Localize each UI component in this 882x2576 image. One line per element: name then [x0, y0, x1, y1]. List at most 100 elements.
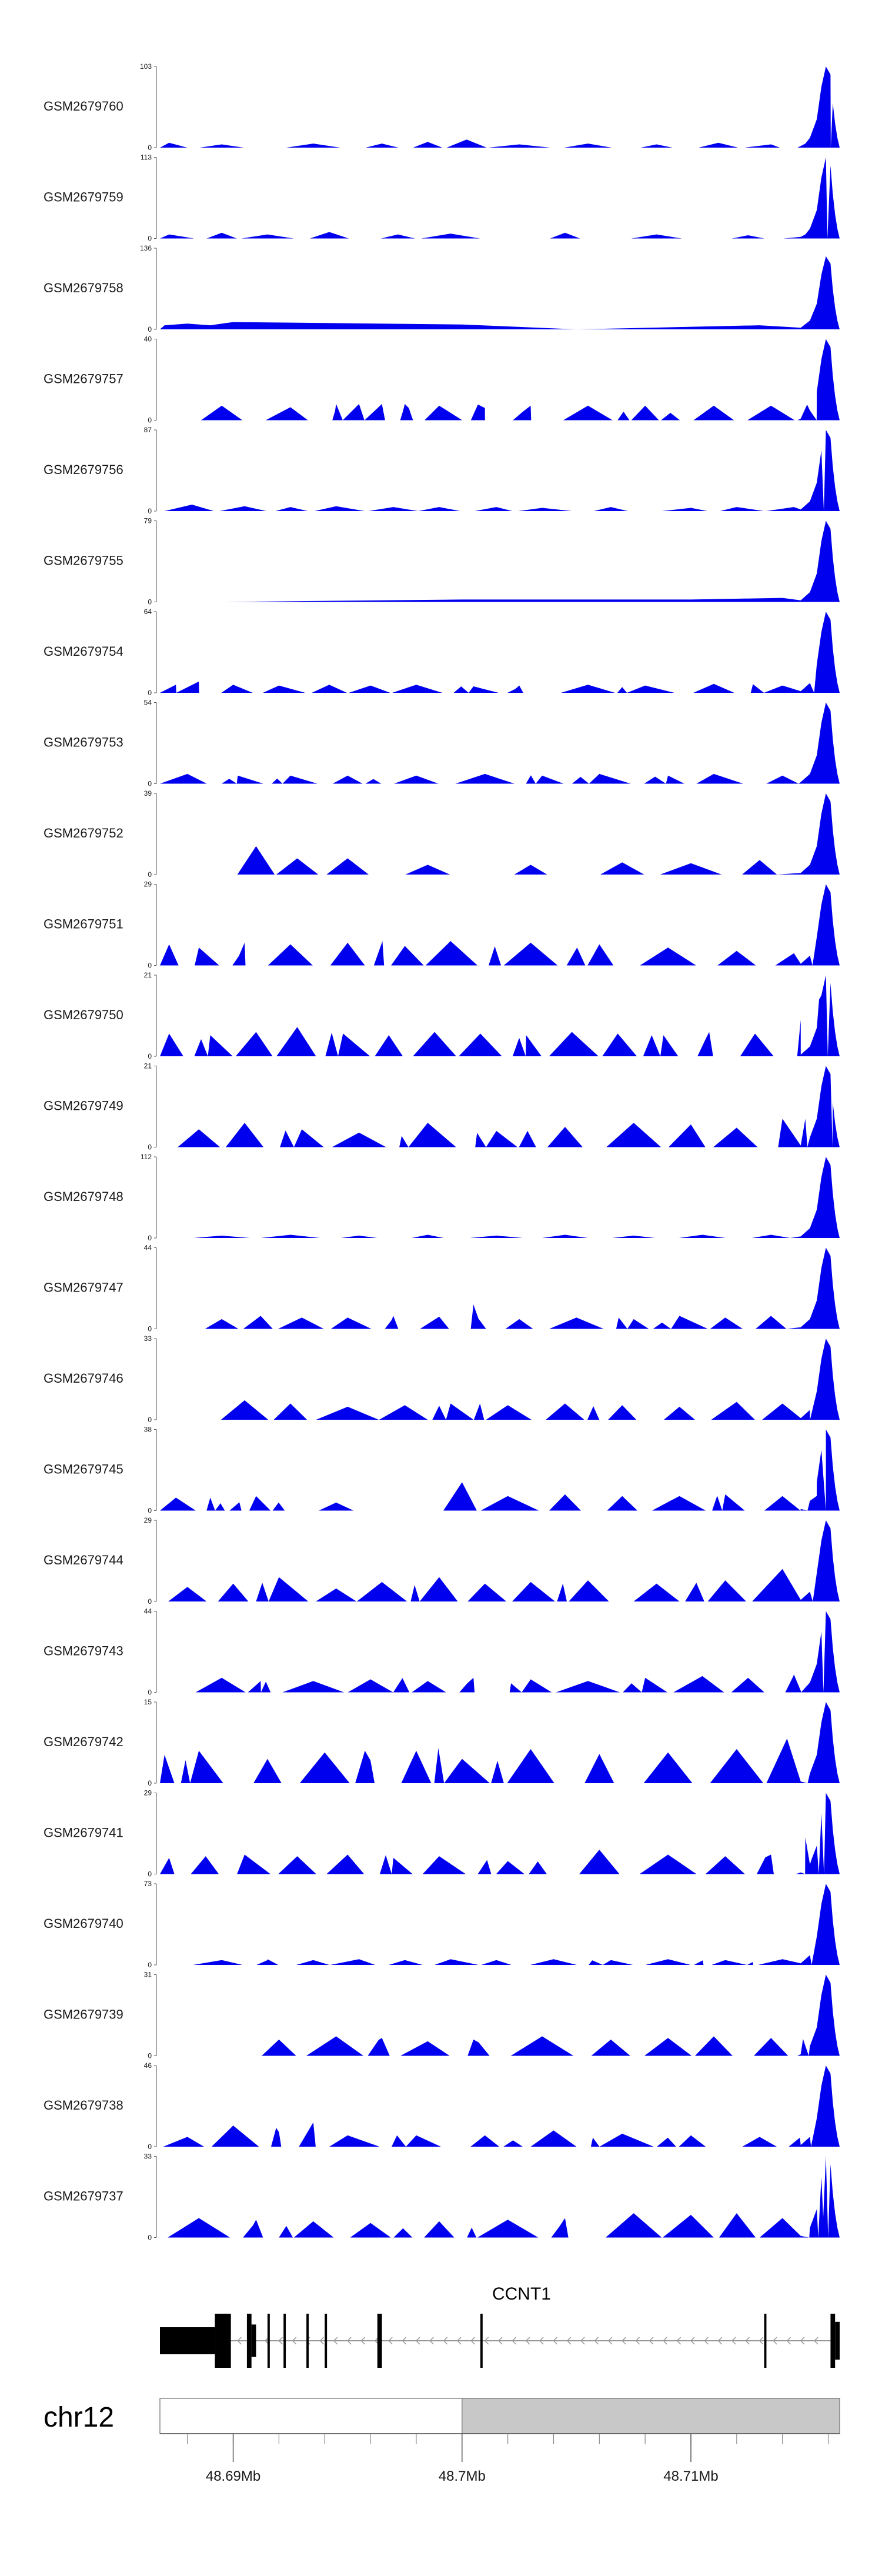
- coverage-area: [160, 339, 840, 421]
- track-GSM2679740: GSM2679740 73 0: [44, 1880, 840, 1969]
- track-GSM2679747: GSM2679747 44 0: [44, 1244, 840, 1333]
- track-GSM2679748: GSM2679748 112 0: [44, 1153, 840, 1242]
- y-min-label: 0: [148, 416, 152, 425]
- y-max-label: 44: [144, 1607, 152, 1616]
- y-min-label: 0: [148, 144, 152, 152]
- strand-arrow: [278, 2337, 283, 2345]
- strand-arrow: [306, 2337, 310, 2345]
- gene-exon: [325, 2314, 328, 2368]
- gene-exon: [835, 2321, 840, 2360]
- y-min-label: 0: [148, 1234, 152, 1242]
- strand-arrow: [525, 2337, 530, 2345]
- y-max-label: 29: [144, 1516, 152, 1524]
- track-label: GSM2679759: [44, 189, 123, 204]
- strand-arrow: [319, 2337, 324, 2345]
- strand-arrow: [745, 2337, 750, 2345]
- track-label: GSM2679756: [44, 462, 123, 477]
- track-GSM2679738: GSM2679738 46 0: [44, 2061, 840, 2151]
- y-min-label: 0: [148, 2143, 152, 2151]
- track-label: GSM2679738: [44, 2098, 123, 2113]
- y-min-label: 0: [148, 1689, 152, 1697]
- coverage-area: [160, 1611, 840, 1693]
- coverage-tracks: GSM2679760 103 0 GSM2679759 113 0 GSM2679758 13…: [44, 62, 840, 2242]
- y-max-label: 103: [140, 62, 152, 71]
- strand-arrow: [607, 2337, 613, 2345]
- coverage-area: [160, 1157, 840, 1238]
- track-label: GSM2679740: [44, 1916, 123, 1931]
- y-min-label: 0: [148, 2234, 152, 2242]
- track-GSM2679751: GSM2679751 29 0: [44, 880, 840, 970]
- strand-arrow: [731, 2337, 736, 2345]
- coverage-area: [160, 1429, 840, 1511]
- track-label: GSM2679752: [44, 826, 123, 840]
- track-label: GSM2679744: [44, 1553, 123, 1567]
- track-label: GSM2679749: [44, 1098, 123, 1113]
- y-min-label: 0: [148, 1507, 152, 1515]
- track-label: GSM2679748: [44, 1189, 123, 1204]
- coverage-area: [160, 66, 840, 148]
- y-max-label: 29: [144, 880, 152, 889]
- y-max-label: 29: [144, 1789, 152, 1797]
- tick-label: 48.71Mb: [663, 2468, 718, 2484]
- track-label: GSM2679753: [44, 735, 123, 749]
- strand-arrow: [539, 2337, 544, 2345]
- y-max-label: 21: [144, 971, 152, 979]
- coverage-area: [160, 256, 840, 329]
- track-GSM2679746: GSM2679746 33 0: [44, 1334, 840, 1424]
- strand-arrow: [594, 2337, 599, 2345]
- track-label: GSM2679757: [44, 371, 123, 386]
- y-min-label: 0: [148, 689, 152, 697]
- gene-model: CCNT1: [160, 2284, 840, 2368]
- y-min-label: 0: [148, 1052, 152, 1060]
- ideogram-shaded-region: [462, 2398, 840, 2434]
- y-min-label: 0: [148, 598, 152, 606]
- coverage-area: [160, 1066, 840, 1147]
- track-label: GSM2679755: [44, 553, 123, 568]
- strand-arrow: [347, 2337, 352, 2345]
- gene-exon: [830, 2314, 836, 2368]
- strand-arrow: [470, 2337, 475, 2345]
- coverage-area: [160, 430, 840, 511]
- y-max-label: 33: [144, 2153, 152, 2161]
- strand-arrow: [484, 2337, 489, 2345]
- track-label: GSM2679758: [44, 281, 123, 295]
- track-label: GSM2679741: [44, 1825, 123, 1840]
- strand-arrow: [512, 2337, 516, 2345]
- y-max-label: 87: [144, 426, 152, 434]
- y-min-label: 0: [148, 1416, 152, 1424]
- track-GSM2679750: GSM2679750 21 0: [44, 971, 840, 1060]
- gene-exon: [160, 2327, 215, 2354]
- chromosome-label: chr12: [44, 2402, 114, 2433]
- y-max-label: 21: [144, 1062, 152, 1070]
- strand-arrow: [676, 2337, 681, 2345]
- track-GSM2679759: GSM2679759 113 0: [44, 154, 840, 243]
- y-min-label: 0: [148, 325, 152, 333]
- track-GSM2679752: GSM2679752 39 0: [44, 789, 840, 879]
- y-min-label: 0: [148, 507, 152, 515]
- track-label: GSM2679754: [44, 644, 123, 659]
- y-min-label: 0: [148, 1597, 152, 1606]
- track-GSM2679749: GSM2679749 21 0: [44, 1062, 840, 1152]
- strand-arrow: [649, 2337, 654, 2345]
- y-min-label: 0: [148, 1961, 152, 1969]
- strand-arrow: [814, 2337, 818, 2345]
- gene-exon: [215, 2314, 231, 2368]
- y-max-label: 79: [144, 517, 152, 525]
- strand-arrow: [402, 2337, 407, 2345]
- y-max-label: 15: [144, 1698, 152, 1706]
- strand-arrow: [704, 2337, 709, 2345]
- strand-arrow: [759, 2337, 764, 2345]
- strand-arrow: [333, 2337, 338, 2345]
- track-GSM2679755: GSM2679755 79 0: [44, 517, 840, 606]
- strand-arrow: [388, 2337, 393, 2345]
- y-min-label: 0: [148, 235, 152, 243]
- coverage-area: [160, 884, 840, 966]
- track-GSM2679754: GSM2679754 64 0: [44, 608, 840, 697]
- gene-exon: [267, 2314, 270, 2368]
- gene-exon: [377, 2314, 382, 2368]
- strand-arrow: [635, 2337, 640, 2345]
- gene-name-label: CCNT1: [492, 2284, 551, 2304]
- strand-arrow: [360, 2337, 366, 2345]
- coverage-area: [160, 2066, 840, 2147]
